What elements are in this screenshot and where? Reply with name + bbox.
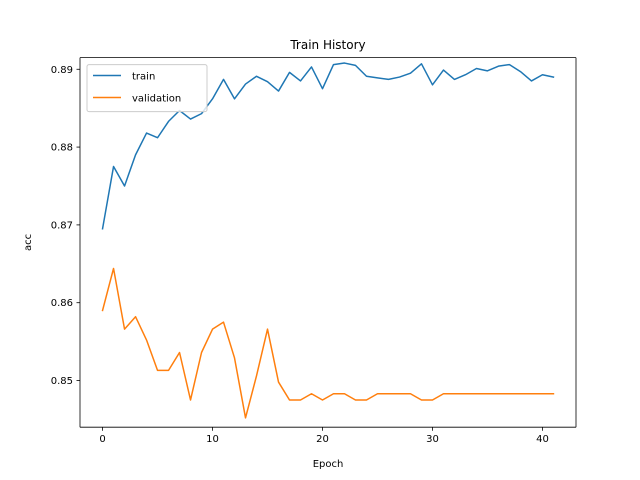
legend-frame xyxy=(86,64,208,113)
tick-layer: 0 10 20 30 40 0.85 0.86 0.87 0.88 0.89 xyxy=(51,65,549,445)
y-tick-label: 0.89 xyxy=(51,65,73,76)
y-tick-label: 0.86 xyxy=(51,298,73,309)
legend-label-train: train xyxy=(132,72,155,83)
x-tick-label: 40 xyxy=(536,434,549,445)
y-axis-label: acc xyxy=(23,234,34,251)
x-tick-label: 0 xyxy=(99,434,105,445)
y-tick-label: 0.88 xyxy=(51,143,73,154)
chart-title: Train History xyxy=(289,38,365,52)
y-tick-label: 0.87 xyxy=(51,220,73,231)
x-tick-label: 30 xyxy=(426,434,439,445)
x-axis-label: Epoch xyxy=(313,459,344,470)
series-layer xyxy=(101,62,555,419)
plot-area xyxy=(80,57,576,428)
x-tick-label: 20 xyxy=(316,434,329,445)
legend-label-validation: validation xyxy=(132,94,181,105)
legend: train validation xyxy=(86,64,208,113)
x-tick-label: 10 xyxy=(206,434,219,445)
y-tick-label: 0.85 xyxy=(51,376,73,387)
series-line-validation xyxy=(101,267,555,419)
series-line-train xyxy=(101,62,555,230)
